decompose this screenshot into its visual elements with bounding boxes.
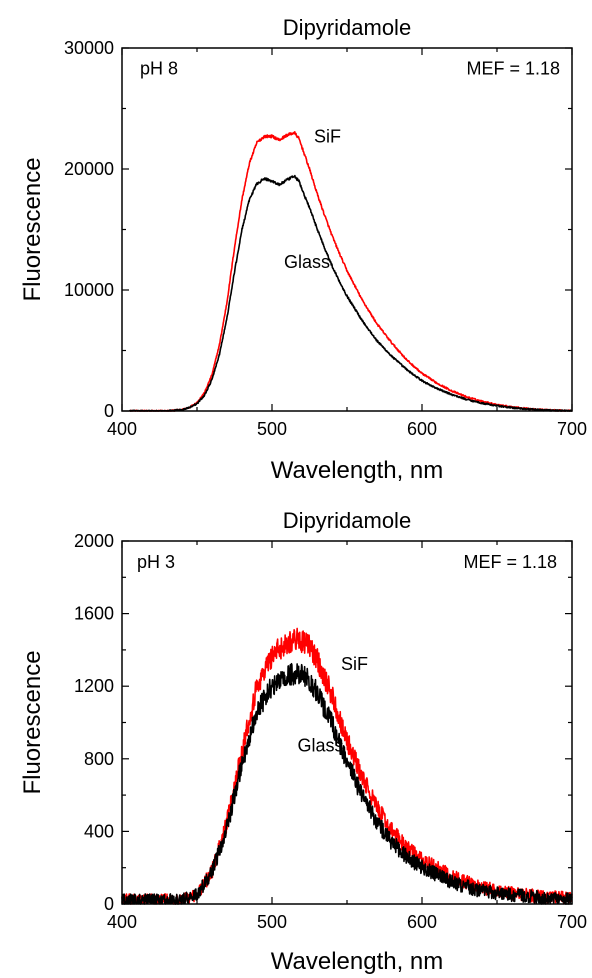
y-tick-label: 400 xyxy=(84,821,114,841)
x-tick-label: 400 xyxy=(107,419,137,439)
chart-title: Dipyridamole xyxy=(283,15,411,40)
x-axis-label: Wavelength, nm xyxy=(271,457,444,484)
y-axis-label: Fluorescence xyxy=(19,650,46,794)
chart-ph8: Dipyridamole 400 500 600 700 0 10000 20000 30000… xyxy=(19,15,587,484)
y-tick-label: 0 xyxy=(104,894,114,914)
annotation: Glass xyxy=(284,252,330,272)
plot-frame xyxy=(121,540,573,905)
x-tick-label: 700 xyxy=(557,912,587,932)
series-line-glass xyxy=(121,662,573,905)
annotation: pH 8 xyxy=(140,59,178,79)
x-tick-label: 700 xyxy=(557,419,587,439)
series-line-sif xyxy=(129,131,573,412)
y-tick-label: 1200 xyxy=(74,676,114,696)
y-tick-label: 2000 xyxy=(74,531,114,551)
annotation: pH 3 xyxy=(137,552,175,572)
y-tick-label: 10000 xyxy=(64,280,114,300)
annotation: MEF = 1.18 xyxy=(463,552,557,572)
y-tick-label: 800 xyxy=(84,749,114,769)
annotation: Glass xyxy=(298,736,344,756)
y-tick-label: 30000 xyxy=(64,38,114,58)
x-axis-label: Wavelength, nm xyxy=(271,948,444,975)
series-line-glass xyxy=(129,174,573,412)
y-tick-label: 1600 xyxy=(74,604,114,624)
annotation: SiF xyxy=(314,126,341,146)
plot-frame xyxy=(121,47,573,412)
x-tick-label: 600 xyxy=(407,419,437,439)
y-tick-label: 20000 xyxy=(64,159,114,179)
annotation: MEF = 1.18 xyxy=(466,59,560,79)
x-tick-label: 400 xyxy=(107,912,137,932)
y-tick-label: 0 xyxy=(104,401,114,421)
annotation: SiF xyxy=(341,654,368,674)
x-tick-label: 500 xyxy=(257,419,287,439)
x-tick-label: 600 xyxy=(407,912,437,932)
chart-title: Dipyridamole xyxy=(283,508,411,533)
x-tick-label: 500 xyxy=(257,912,287,932)
y-axis-label: Fluorescence xyxy=(19,157,46,301)
